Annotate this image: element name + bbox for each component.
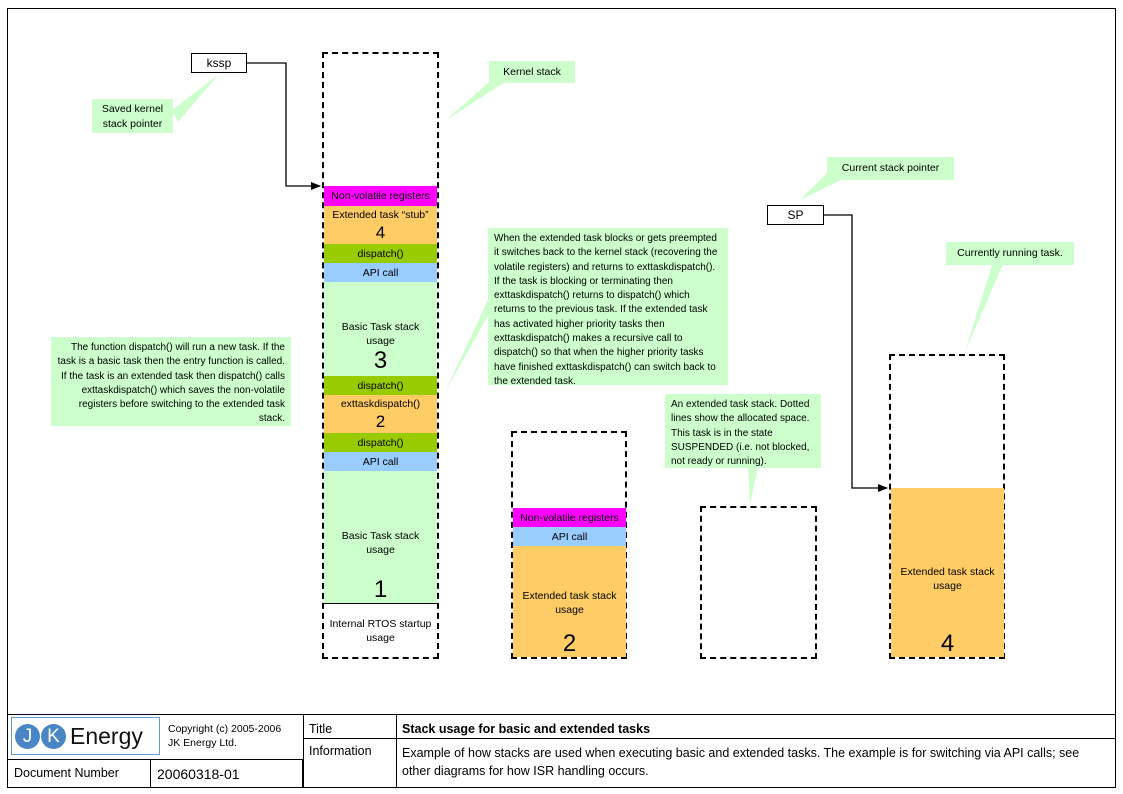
title-value: Stack usage for basic and extended tasks: [402, 722, 650, 736]
exttaskdispatch-label: exttaskdispatch(): [341, 397, 420, 412]
title-label: Title: [309, 722, 332, 736]
kernel-exttaskdispatch: exttaskdispatch() 2: [324, 395, 437, 433]
docnum-divider: [150, 759, 151, 788]
kernel-stack: Non-volatile registers Extended task “st…: [322, 52, 439, 659]
stack4-number: 4: [941, 631, 954, 657]
suspended-stack: [700, 506, 817, 659]
basic-3-label: Basic Task stack usage: [336, 320, 426, 348]
kernel-startup-usage: Internal RTOS startup usage: [324, 603, 437, 657]
kernel-basic-task-3: Basic Task stack usage 3: [324, 282, 437, 376]
stack2-nonvol-registers: Non-volatile registers: [513, 508, 626, 527]
stack4-label: Extended task stack usage: [898, 565, 998, 593]
extended-stack-2: Non-volatile registers API call Extended…: [511, 431, 627, 659]
stack2-label: Extended task stack usage: [520, 589, 620, 617]
exttask-note: When the extended task blocks or gets pr…: [488, 228, 728, 385]
footer-divider: [7, 714, 1116, 715]
kssp-pointer: kssp: [191, 53, 247, 73]
kernel-dispatch-1: dispatch(): [324, 244, 437, 263]
kernel-api-call-1: API call: [324, 263, 437, 282]
docnum-value: 20060318-01: [157, 766, 240, 782]
currently-running-note: Currently running task.: [946, 242, 1074, 265]
basic-1-label: Basic Task stack usage: [336, 529, 426, 557]
info-label: Information: [309, 744, 372, 758]
stack2-number: 2: [563, 631, 576, 657]
current-sp-note: Current stack pointer: [827, 157, 954, 180]
logo-j-circle: J: [15, 724, 40, 749]
kernel-basic-task-1: Basic Task stack usage 1: [324, 471, 437, 603]
dispatch-note: The function dispatch() will run a new t…: [51, 337, 291, 426]
title-row-border: [303, 738, 1116, 739]
copyright: Copyright (c) 2005-2006 JK Energy Ltd.: [168, 722, 298, 750]
title-block-left-border: [303, 714, 304, 788]
kernel-dispatch-2: dispatch(): [324, 376, 437, 395]
stack2-usage: Extended task stack usage 2: [513, 546, 626, 657]
logo: J K Energy: [11, 717, 160, 755]
basic-1-number: 1: [374, 577, 387, 603]
logo-k-circle: K: [41, 724, 66, 749]
copyright-line-1: Copyright (c) 2005-2006: [168, 722, 298, 736]
kernel-stub-segment: Extended task “stub” 4: [324, 206, 437, 244]
logo-text: Energy: [70, 723, 143, 750]
kernel-nonvol-registers: Non-volatile registers: [324, 186, 437, 206]
basic-3-number: 3: [374, 348, 387, 374]
docnum-label: Document Number: [14, 766, 119, 780]
kernel-stub-label: Extended task “stub”: [332, 208, 428, 223]
stack4-usage: Extended task stack usage 4: [891, 488, 1004, 657]
extended-stack-4: Extended task stack usage 4: [889, 354, 1005, 659]
title-block-mid-border: [396, 714, 397, 788]
kernel-stack-note: Kernel stack: [489, 61, 575, 83]
saved-kernel-sp-note: Saved kernel stack pointer: [92, 99, 173, 133]
sp-pointer: SP: [767, 205, 824, 225]
info-value: Example of how stacks are used when exec…: [402, 744, 1107, 780]
kernel-stub-number: 4: [376, 223, 385, 243]
suspended-note: An extended task stack. Dotted lines sho…: [665, 394, 821, 468]
exttaskdispatch-number: 2: [376, 412, 385, 432]
kernel-dispatch-3: dispatch(): [324, 433, 437, 452]
stack2-api-call: API call: [513, 527, 626, 546]
kernel-api-call-2: API call: [324, 452, 437, 471]
copyright-line-2: JK Energy Ltd.: [168, 736, 298, 750]
